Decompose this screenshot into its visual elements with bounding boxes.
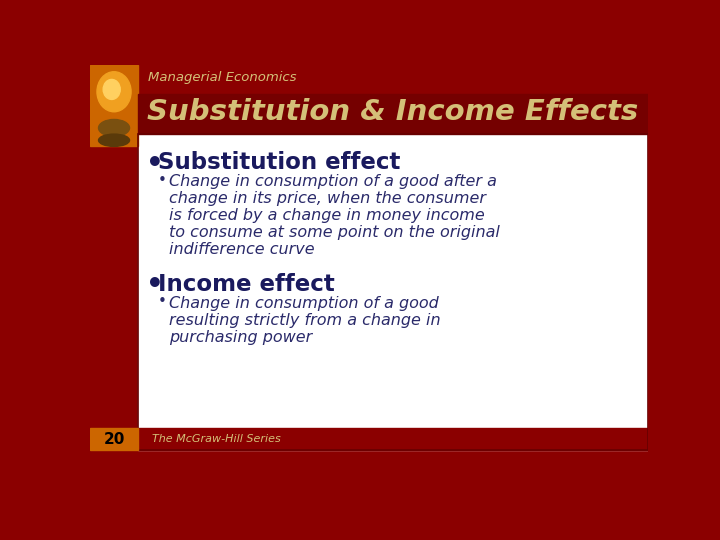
Text: purchasing power: purchasing power: [169, 330, 312, 345]
Text: Income effect: Income effect: [158, 273, 335, 296]
Text: 20: 20: [104, 431, 125, 447]
Bar: [90, 428, 138, 450]
Text: indifference curve: indifference curve: [169, 242, 315, 257]
Bar: [138, 134, 648, 450]
Bar: [138, 428, 648, 450]
Text: Substitution & Income Effects: Substitution & Income Effects: [148, 98, 639, 126]
Ellipse shape: [103, 79, 120, 99]
Bar: [90, 65, 138, 146]
Text: change in its price, when the consumer: change in its price, when the consumer: [169, 191, 486, 206]
Text: resulting strictly from a change in: resulting strictly from a change in: [169, 313, 441, 328]
Text: •: •: [145, 271, 163, 299]
Text: to consume at some point on the original: to consume at some point on the original: [169, 225, 500, 240]
Text: Change in consumption of a good after a: Change in consumption of a good after a: [169, 174, 497, 189]
Ellipse shape: [99, 134, 130, 146]
Text: The McGraw-Hill Series: The McGraw-Hill Series: [152, 434, 281, 444]
Bar: [138, 94, 648, 134]
Ellipse shape: [99, 119, 130, 137]
Text: Managerial Economics: Managerial Economics: [148, 71, 297, 84]
Text: •: •: [145, 150, 163, 178]
Bar: [138, 134, 648, 450]
Text: is forced by a change in money income: is forced by a change in money income: [169, 208, 485, 223]
Text: Change in consumption of a good: Change in consumption of a good: [169, 296, 438, 311]
Ellipse shape: [97, 72, 131, 112]
Text: •: •: [158, 294, 167, 309]
Text: •: •: [158, 173, 167, 187]
Text: Substitution effect: Substitution effect: [158, 151, 400, 174]
